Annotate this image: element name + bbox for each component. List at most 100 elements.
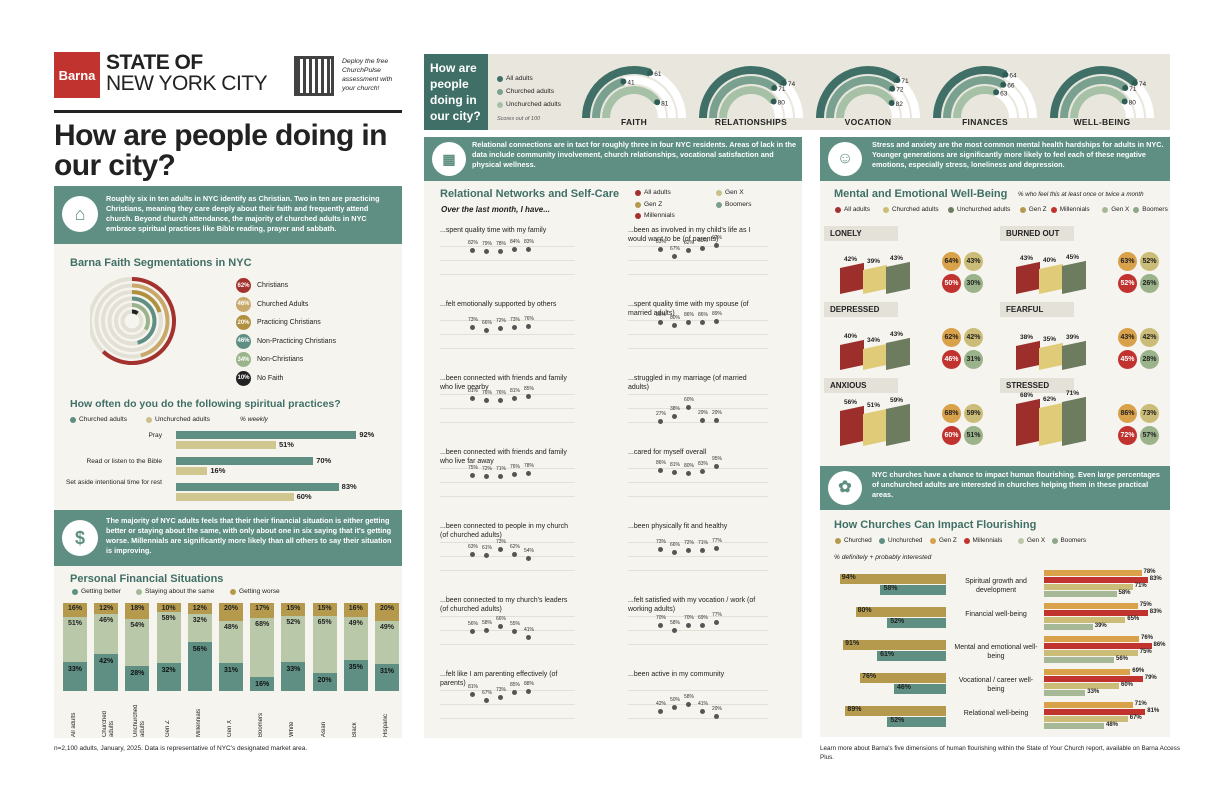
fin-same-seg: 58% <box>156 611 181 663</box>
rel-gridline <box>628 468 768 469</box>
rel-dot-value: 85% <box>698 238 709 245</box>
mental-legend-swatch <box>883 206 889 213</box>
flourish-gen-value: 76% <box>1141 635 1154 641</box>
rel-dot-value: 81% <box>510 388 521 395</box>
gauge-arc <box>1060 76 1128 119</box>
seg-label: Churched Adults <box>257 300 309 308</box>
fin-group-name: Unchurched adults <box>133 704 147 737</box>
rel-dot <box>686 319 691 325</box>
mental-circle: 62% <box>942 328 961 347</box>
seg-label: No Faith <box>257 374 284 382</box>
rel-dot-value: 67% <box>670 246 681 253</box>
fin-better-seg: 42% <box>94 654 119 691</box>
flourish-gen-bar <box>1044 650 1138 656</box>
gauge-arc <box>1050 66 1138 119</box>
mental-legend-swatch <box>1019 206 1026 213</box>
mental-circle: 50% <box>942 274 961 293</box>
rel-legend-item: Boomers <box>716 201 751 208</box>
flourish-legend-label: Millennials <box>972 537 1003 544</box>
mental-legend-swatch <box>948 206 954 213</box>
rel-gridline <box>440 556 575 557</box>
rel-dot <box>700 418 705 424</box>
gauge-end-dot <box>647 69 654 76</box>
flourish-gen-bar <box>1044 617 1126 623</box>
mental-circle: 43% <box>1118 328 1137 347</box>
flourish-legend-item: Millennials <box>963 537 1003 544</box>
gauge-label: RELATIONSHIPS <box>714 117 788 127</box>
fin-same-seg: 52% <box>281 616 306 662</box>
rel-dot-value: 72% <box>482 465 493 472</box>
mental-legend-item: Gen Z <box>1019 206 1047 213</box>
rel-dot <box>526 247 531 253</box>
rel-dot-value: 83% <box>698 461 709 468</box>
rel-dot-value: 60% <box>684 397 695 403</box>
rel-dot-value: 66% <box>496 616 507 623</box>
rel-dot-value: 61% <box>482 544 493 551</box>
mental-legend-item: Millennials <box>1050 206 1090 213</box>
legend-swatch <box>136 588 142 595</box>
rel-dot-value: 76% <box>524 316 535 323</box>
rel-gridline <box>628 246 768 247</box>
practices-legend-churched: Churched adults <box>70 416 127 423</box>
gauge-end-dot <box>889 85 896 92</box>
faith-seg-title: Barna Faith Segmentations in NYC <box>70 257 252 269</box>
gauge-arc <box>816 66 900 119</box>
mental-circle: 68% <box>942 404 961 423</box>
rel-gridline <box>628 394 768 395</box>
legend-label: Unchurched adults <box>155 416 210 423</box>
rel-dot-value: 66% <box>482 320 493 327</box>
mental-legend-item: Gen X <box>1102 206 1129 213</box>
gauge-value: 71 <box>778 86 786 93</box>
fin-same-seg: 49% <box>375 620 399 664</box>
mental-subtitle: % who feel this at least once or twice a… <box>1018 191 1144 198</box>
flourish-legend-swatch <box>963 537 970 544</box>
rel-gridline <box>628 482 768 483</box>
fin-group-name: Millennials <box>195 708 202 737</box>
seg-pct: 62% <box>236 278 251 293</box>
legend-label: Unchurched adults <box>506 101 561 108</box>
mental-circle: 30% <box>964 274 983 293</box>
flourish-legend-label: Gen X <box>1027 537 1046 544</box>
flourish-intro-text: NYC churches have a chance to impact hum… <box>872 470 1160 499</box>
rel-gridline <box>628 274 768 275</box>
rel-dot-value: 29% <box>698 410 709 417</box>
rel-item-label: ...struggled in my marriage (of married … <box>628 375 747 391</box>
fin-worse-seg: 15% <box>312 603 337 617</box>
seg-pct: 10% <box>236 370 251 386</box>
rel-gridline <box>440 408 575 409</box>
mental-bar <box>1039 402 1063 446</box>
report-title-line1: STATE OF <box>106 51 203 74</box>
fin-group-name: White <box>289 721 296 737</box>
gauge-end-dot <box>1002 71 1009 78</box>
rel-dot-value: 72% <box>496 317 507 324</box>
mental-item-name: FEARFUL <box>1000 302 1074 317</box>
seg-legend-row: 62% Christians <box>236 278 288 293</box>
rel-item-label: ...spent quality time with my family <box>440 227 547 234</box>
flourish-gen-bar <box>1044 643 1152 649</box>
flourish-legend-item: Unchurched <box>879 537 922 544</box>
fin-better-seg: 31% <box>375 663 399 691</box>
rel-dot <box>672 254 677 260</box>
rel-dot-value: 55% <box>510 621 521 628</box>
qr-code[interactable] <box>294 56 334 96</box>
seg-legend-row: 46% Churched Adults <box>236 296 309 312</box>
fin-group-name: Churched adults <box>102 710 116 737</box>
gauge-value: 80 <box>1129 100 1137 107</box>
mental-circle: 59% <box>964 404 983 423</box>
top-legend-churched: Churched adults <box>497 88 554 95</box>
rel-dot <box>512 690 517 696</box>
flourish-gen-bar <box>1044 709 1146 715</box>
mental-bar-value: 40% <box>1043 257 1057 265</box>
flourish-gen-value: 86% <box>1153 642 1166 648</box>
gauge-value: 71 <box>901 78 909 85</box>
gauge-value: 82 <box>896 101 904 108</box>
mental-legend-swatch <box>1133 206 1140 213</box>
top-title: How are people doing in our city? <box>430 61 481 123</box>
rel-dot-value: 50% <box>670 697 681 704</box>
rel-dot <box>470 247 475 253</box>
flourish-bar-churched: 94% <box>839 574 946 584</box>
rel-legend-label: All adults <box>644 189 671 196</box>
mental-title: Mental and Emotional Well-Being <box>834 188 1008 200</box>
flourish-label: Relational well-being <box>963 710 1029 717</box>
